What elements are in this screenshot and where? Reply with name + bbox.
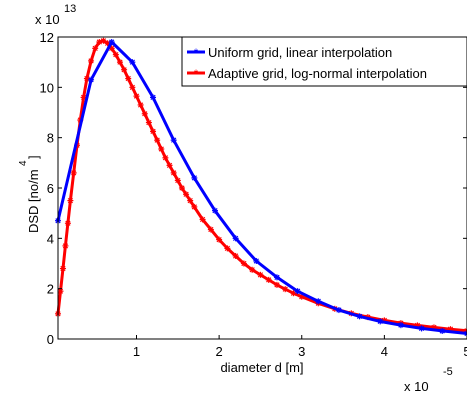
data-point <box>108 39 115 46</box>
data-point <box>57 288 64 295</box>
x-tick-label: 3 <box>298 344 305 359</box>
data-point <box>249 266 256 273</box>
data-point <box>125 75 132 82</box>
data-point <box>282 286 289 293</box>
y-axis-label: DSD [no/m 4 ] <box>18 155 41 233</box>
data-point <box>145 119 152 126</box>
data-point <box>158 145 165 152</box>
series-0 <box>55 39 467 337</box>
y-axis-label-exponent: 4 <box>18 160 29 166</box>
legend-swatch-marker-uniform: * <box>194 47 199 59</box>
data-point <box>224 245 231 252</box>
data-point <box>88 76 95 83</box>
data-point <box>67 197 74 204</box>
x-multiplier-base: x 10 <box>404 379 429 394</box>
data-point <box>150 128 157 135</box>
legend-entry-adaptive: * Adaptive grid, log-normal interpolatio… <box>187 66 427 81</box>
data-point <box>199 216 206 223</box>
legend-entry-uniform: * Uniform grid, linear interpolation <box>187 45 392 60</box>
y-tick-label: 6 <box>47 181 54 196</box>
data-point <box>377 318 384 325</box>
data-point <box>315 298 322 305</box>
data-point <box>129 59 136 66</box>
y-axis-label-text: DSD [no/m <box>26 169 41 233</box>
data-point <box>211 207 218 214</box>
data-point <box>232 235 239 242</box>
x-tick-label: 5 <box>463 344 467 359</box>
data-point <box>178 185 185 191</box>
data-point <box>59 265 66 272</box>
y-tick-label: 8 <box>47 131 54 146</box>
data-point <box>170 169 177 176</box>
data-point <box>232 252 239 259</box>
data-point <box>162 154 169 161</box>
data-point <box>191 203 198 210</box>
data-point <box>464 330 467 337</box>
data-point <box>64 220 71 227</box>
legend-swatch-marker-adaptive: * <box>194 68 199 80</box>
x-tick-label: 2 <box>216 344 223 359</box>
series-line-0 <box>56 40 467 335</box>
y-multiplier: x 10 13 <box>35 3 76 27</box>
data-point <box>62 242 69 249</box>
data-point <box>129 84 136 91</box>
data-point <box>187 197 194 204</box>
data-point <box>356 313 363 320</box>
y-axis-label-close: ] <box>26 155 41 159</box>
series-layer <box>55 37 467 337</box>
data-point <box>191 174 198 181</box>
data-point <box>335 307 342 314</box>
data-point <box>92 45 99 52</box>
data-point <box>154 137 161 144</box>
data-point <box>150 94 157 101</box>
data-point <box>273 281 280 288</box>
legend-label-adaptive: Adaptive grid, log-normal interpolation <box>208 66 427 81</box>
y-tick-label: 2 <box>47 282 54 297</box>
x-tick-label: 1 <box>133 344 140 359</box>
x-multiplier-exponent: -5 <box>443 366 453 378</box>
data-point <box>183 191 190 198</box>
y-tick-label: 4 <box>47 231 54 246</box>
data-point <box>141 110 148 117</box>
legend: * Uniform grid, linear interpolation * A… <box>181 36 467 87</box>
data-point <box>100 37 107 44</box>
legend-label-uniform: Uniform grid, linear interpolation <box>208 45 392 60</box>
data-point <box>216 236 223 243</box>
data-point <box>418 325 425 332</box>
data-point <box>133 93 140 100</box>
data-point <box>121 66 128 73</box>
data-point <box>294 288 301 295</box>
data-point <box>439 327 446 334</box>
legend-box <box>181 36 467 87</box>
series-1 <box>55 37 467 334</box>
data-point <box>70 169 77 176</box>
data-point <box>240 260 247 267</box>
plot-background <box>58 37 467 339</box>
ticks-layer: 02468101212345 <box>40 30 467 359</box>
data-point <box>257 271 264 278</box>
data-point <box>116 59 123 66</box>
data-point <box>397 322 404 329</box>
series-line-1 <box>56 39 467 333</box>
data-point <box>112 51 119 58</box>
data-point <box>137 101 144 108</box>
data-point <box>253 257 260 264</box>
x-multiplier: x 10 -5 <box>404 366 453 394</box>
y-tick-label: 0 <box>47 332 54 347</box>
data-point <box>174 177 181 184</box>
data-point <box>207 226 214 233</box>
data-point <box>170 137 177 144</box>
y-tick-label: 12 <box>40 30 54 45</box>
y-multiplier-base: x 10 <box>35 12 60 27</box>
y-tick-label: 10 <box>40 80 54 95</box>
data-point <box>273 274 280 281</box>
y-multiplier-exponent: 13 <box>64 3 76 15</box>
data-point <box>88 57 95 64</box>
x-axis-label: diameter d [m] <box>220 360 303 375</box>
data-point <box>265 276 272 283</box>
data-point <box>166 162 173 169</box>
x-tick-label: 4 <box>381 344 388 359</box>
